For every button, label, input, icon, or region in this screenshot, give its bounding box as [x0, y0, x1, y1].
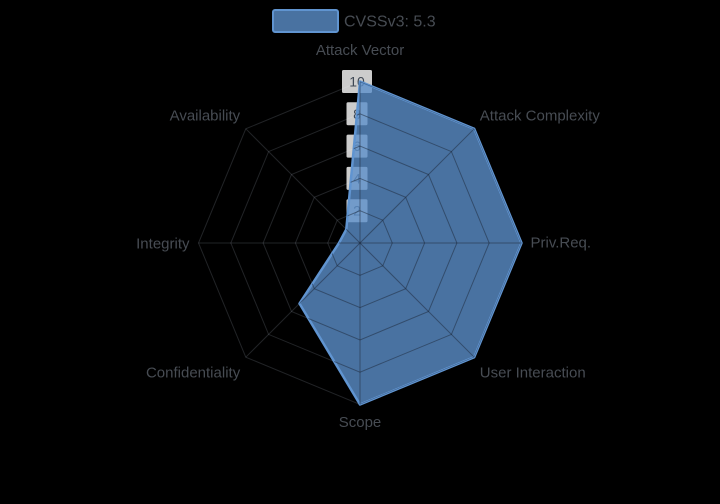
grid-spoke [245, 128, 361, 244]
chart-legend[interactable]: CVSSv3: 5.3 [272, 9, 436, 33]
axis-label: Attack Vector [316, 42, 404, 59]
axis-label: User Interaction [480, 364, 586, 381]
grid-spoke [299, 242, 361, 358]
axis-label: Scope [339, 414, 382, 431]
grid-spoke [359, 128, 475, 244]
radar-axis-labels: Attack Vector Attack Complexity Priv.Req. U… [136, 42, 600, 431]
axis-label: Attack Complexity [480, 108, 601, 125]
legend-label[interactable]: CVSSv3: 5.3 [344, 14, 436, 31]
axis-label: Confidentiality [146, 364, 241, 381]
axis-label: Priv.Req. [531, 235, 592, 252]
axis-label: Integrity [136, 236, 190, 253]
axis-label: Availability [170, 108, 241, 125]
grid-ring [299, 81, 522, 405]
grid-spoke [359, 242, 475, 358]
legend-swatch[interactable] [272, 9, 339, 33]
